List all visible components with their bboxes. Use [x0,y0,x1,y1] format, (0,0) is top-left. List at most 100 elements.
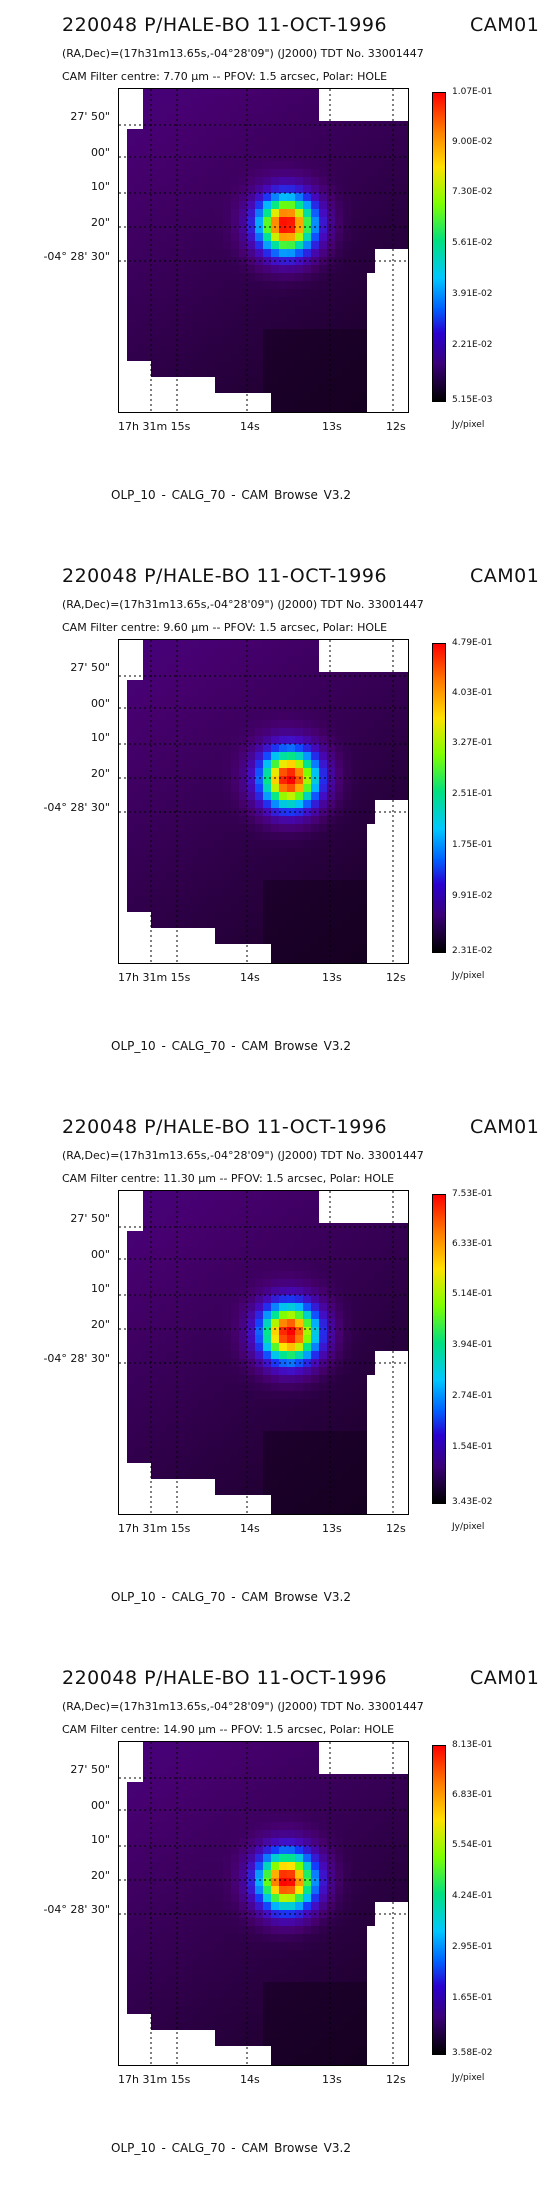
map-pixel [151,369,159,377]
map-pixel [135,832,143,840]
map-pixel [247,1367,255,1375]
map-pixel [239,1966,247,1974]
map-pixel [311,2030,319,2038]
map-pixel [167,776,175,784]
map-pixel [383,1886,391,1894]
map-pixel [327,2006,335,2014]
map-pixel [327,1511,335,1514]
map-pixel [167,1950,175,1958]
map-pixel [359,768,367,776]
map-pixel [271,1766,279,1774]
map-pixel [255,1287,263,1295]
map-pixel [359,1830,367,1838]
map-pixel [247,840,255,848]
map-pixel [223,1247,231,1255]
map-pixel [407,744,408,752]
map-pixel [247,912,255,920]
map-pixel [327,1862,335,1870]
map-pixel [279,904,287,912]
map-pixel [375,145,383,153]
map-pixel [391,688,399,696]
map-pixel [287,1495,295,1503]
map-pixel [159,664,167,672]
map-pixel [271,664,279,672]
map-pixel [271,1407,279,1415]
map-pixel [247,1846,255,1854]
map-pixel [367,145,375,153]
map-pixel [271,1263,279,1271]
map-pixel [143,664,151,672]
map-pixel [279,800,287,808]
map-pixel [215,1974,223,1982]
map-pixel [207,896,215,904]
map-pixel [295,896,303,904]
map-pixel [183,1790,191,1798]
map-pixel [143,1207,151,1215]
map-pixel [359,848,367,856]
map-pixel [151,185,159,193]
map-pixel [135,177,143,185]
map-pixel [359,169,367,177]
map-pixel [143,744,151,752]
map-pixel [199,720,207,728]
map-pixel [127,1966,135,1974]
map-pixel [167,1966,175,1974]
map-pixel [271,1926,279,1934]
map-pixel [143,1998,151,2006]
map-pixel [303,752,311,760]
map-pixel [247,688,255,696]
map-pixel [279,768,287,776]
map-pixel [151,1279,159,1287]
map-pixel [303,1495,311,1503]
map-pixel [183,1966,191,1974]
map-pixel [191,89,199,97]
map-pixel [239,800,247,808]
map-pixel [223,1982,231,1990]
map-pixel [327,2030,335,2038]
map-pixel [191,1207,199,1215]
map-pixel [223,672,231,680]
map-pixel [343,265,351,273]
map-pixel [159,1910,167,1918]
map-pixel [351,752,359,760]
map-pixel [151,161,159,169]
map-pixel [351,289,359,297]
map-pixel [127,145,135,153]
map-pixel [343,329,351,337]
map-pixel [271,1447,279,1455]
map-pixel [271,345,279,353]
map-pixel [175,161,183,169]
map-pixel [391,1814,399,1822]
map-pixel [207,1215,215,1223]
map-pixel [311,361,319,369]
map-pixel [351,297,359,305]
map-pixel [159,1271,167,1279]
map-pixel [311,1886,319,1894]
map-pixel [167,241,175,249]
map-pixel [223,784,231,792]
map-pixel [255,1758,263,1766]
map-pixel [295,792,303,800]
map-pixel [183,904,191,912]
map-pixel [207,137,215,145]
map-pixel [311,952,319,960]
map-pixel [383,1806,391,1814]
map-pixel [191,1798,199,1806]
map-pixel [303,1974,311,1982]
map-pixel [207,1471,215,1479]
map-pixel [199,121,207,129]
map-pixel [295,161,303,169]
map-pixel [159,1455,167,1463]
map-pixel [399,1830,407,1838]
map-pixel [199,1463,207,1471]
map-pixel [295,696,303,704]
map-pixel [183,1311,191,1319]
map-pixel [343,1878,351,1886]
map-pixel [231,904,239,912]
map-pixel [295,960,303,963]
map-pixel [167,1343,175,1351]
map-pixel [247,185,255,193]
map-pixel [343,409,351,412]
map-pixel [343,321,351,329]
map-pixel [279,816,287,824]
